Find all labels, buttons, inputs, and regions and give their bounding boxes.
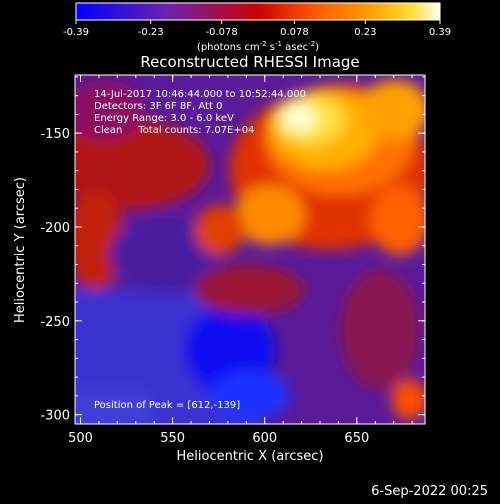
colorbar-unit: (photons cm-2 s-1 asec-2) bbox=[197, 40, 319, 53]
colorbar-tick-label: 0.23 bbox=[354, 27, 376, 38]
generation-date: 6-Sep-2022 00:25 bbox=[371, 484, 488, 499]
observation-info: 14-Jul-2017 10:46:44.000 to 10:52:44.000… bbox=[94, 89, 306, 136]
plot-frame bbox=[74, 74, 426, 425]
y-tick-label: -300 bbox=[40, 409, 70, 424]
y-tick-label: -250 bbox=[40, 315, 70, 330]
x-tick-label: 550 bbox=[160, 431, 185, 446]
x-axis-label: Heliocentric X (arcsec) bbox=[177, 449, 324, 464]
y-tick-label: -150 bbox=[40, 127, 70, 142]
x-axis: 500 550 600 650 bbox=[68, 75, 413, 446]
annotation-time-range: 14-Jul-2017 10:46:44.000 to 10:52:44.000 bbox=[94, 89, 306, 100]
colorbar-tick-label: -0.23 bbox=[138, 27, 164, 38]
annotation-detectors: Detectors: 3F 6F 8F, Att 0 bbox=[94, 101, 222, 112]
colorbar: -0.39 -0.23 -0.078 0.078 0.23 0.39 (photons c… bbox=[63, 2, 451, 53]
annotation-energy-range: Energy Range: 3.0 - 6.0 keV bbox=[94, 113, 234, 124]
x-tick-label: 500 bbox=[68, 431, 93, 446]
chart-title: Reconstructed RHESSI Image bbox=[140, 53, 359, 71]
colorbar-tick-label: -0.39 bbox=[63, 27, 89, 38]
colorbar-gradient bbox=[75, 2, 441, 21]
colorbar-tick-label: 0.078 bbox=[280, 27, 309, 38]
x-tick-label: 650 bbox=[344, 431, 369, 446]
peak-position-label: Position of Peak = [612,-139] bbox=[94, 400, 240, 411]
x-tick-label: 600 bbox=[252, 431, 277, 446]
colorbar-tick-label: -0.078 bbox=[205, 27, 237, 38]
y-axis: -150 -200 -250 -300 bbox=[40, 76, 425, 424]
annotation-clean-counts: Clean Total counts: 7.07E+04 bbox=[94, 125, 254, 136]
heatmap-image bbox=[75, 75, 425, 424]
y-axis-label: Heliocentric Y (arcsec) bbox=[13, 177, 28, 323]
y-tick-label: -200 bbox=[40, 221, 70, 236]
colorbar-tick-label: 0.39 bbox=[429, 27, 451, 38]
